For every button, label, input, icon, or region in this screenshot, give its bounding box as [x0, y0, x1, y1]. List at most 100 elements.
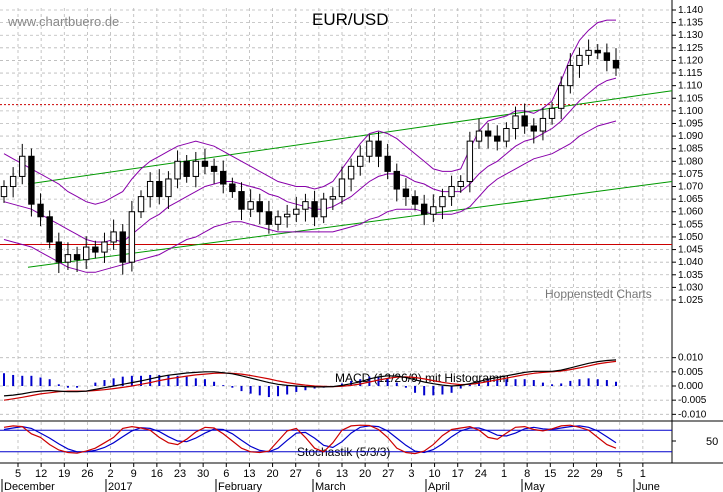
y-tick-label: 1.135 — [678, 18, 703, 29]
candle-body — [110, 231, 117, 243]
y-tick-label: 1.110 — [678, 81, 703, 92]
candle-body — [119, 231, 126, 263]
y-tick-label: 1.025 — [678, 295, 703, 306]
candle-body — [594, 49, 601, 54]
x-tick-label: 1 — [640, 468, 646, 480]
candle-body — [37, 203, 44, 218]
candle-body — [92, 246, 99, 253]
macd-panel — [3, 359, 617, 401]
candle-body — [73, 254, 81, 261]
candle-body — [19, 155, 26, 177]
candle-body — [366, 140, 373, 157]
x-tick-label: 30 — [197, 468, 209, 480]
candle-body — [283, 213, 291, 218]
chart-title: EUR/USD — [312, 10, 389, 29]
x-tick-label: 12 — [35, 468, 47, 480]
x-tick-label: 19 — [58, 468, 70, 480]
y-tick-label: 0.005 — [678, 367, 703, 378]
y-tick-label: 1.045 — [678, 245, 703, 256]
candle-body — [557, 85, 565, 109]
candle-body — [347, 165, 355, 180]
y-tick-label: -0.010 — [678, 409, 707, 420]
y-tick-label: 0.000 — [678, 381, 703, 392]
x-tick-label: 13 — [336, 468, 348, 480]
candle-body — [357, 155, 364, 167]
y-tick-label: 1.095 — [678, 118, 703, 129]
candle-body — [137, 196, 145, 213]
macd-signal-line — [3, 360, 617, 401]
x-tick-label: 27 — [382, 468, 394, 480]
x-tick-label: 5 — [617, 468, 623, 480]
y-tick-label: -0.005 — [678, 395, 707, 406]
candle-body — [503, 128, 510, 142]
y-tick-label: 1.115 — [678, 68, 703, 79]
candle-body — [156, 180, 163, 198]
x-tick-label: 20 — [359, 468, 371, 480]
candle-body — [521, 115, 528, 127]
x-tick-label: 1 — [501, 468, 507, 480]
candle-body — [475, 130, 483, 142]
candle-body — [512, 115, 519, 130]
source-label: Hoppenstedt Charts — [545, 287, 652, 301]
candle-body — [128, 211, 136, 263]
y-tick-label: 1.085 — [678, 144, 703, 155]
candle-body — [612, 59, 620, 69]
candle-body — [265, 211, 273, 225]
x-tick-label: 24 — [475, 468, 487, 480]
month-label: May — [524, 481, 545, 492]
y-tick-label: 1.060 — [678, 207, 703, 218]
candle-body — [101, 241, 108, 253]
trend-channel-lower — [27, 180, 673, 268]
candle-body — [329, 196, 337, 200]
candle-body — [430, 206, 437, 215]
candle-body — [28, 155, 35, 205]
y-tick-label: 1.125 — [678, 43, 703, 54]
month-label: June — [636, 481, 660, 492]
candle-body — [320, 198, 327, 218]
candle-body — [229, 183, 236, 193]
x-tick-label: 10 — [428, 468, 440, 480]
y-tick-label: 0.010 — [678, 353, 703, 364]
candle-body — [64, 254, 72, 263]
month-label: 2017 — [108, 481, 132, 492]
x-tick-label: 6 — [316, 468, 322, 480]
x-tick-label: 2 — [108, 468, 114, 480]
month-label: December — [4, 481, 55, 492]
candle-body — [548, 107, 556, 119]
candle-body — [274, 216, 282, 225]
x-tick-label: 17 — [452, 468, 464, 480]
candle-body — [55, 241, 63, 263]
candle-body — [0, 186, 8, 198]
stochastic-k-line — [3, 424, 617, 455]
candle-body — [256, 201, 263, 213]
x-tick-label: 8 — [524, 468, 530, 480]
candle-body — [238, 191, 245, 210]
candle-body — [247, 201, 254, 210]
candle-body — [9, 175, 17, 188]
candle-body — [220, 170, 227, 185]
x-tick-label: 15 — [544, 468, 556, 480]
stochastic-panel — [0, 424, 672, 455]
bollinger-upper — [3, 19, 616, 205]
y-tick-label: 1.035 — [678, 270, 703, 281]
candle-body — [393, 170, 400, 190]
candle-body — [457, 180, 464, 188]
candle-body — [603, 52, 611, 61]
month-label: March — [315, 481, 346, 492]
candle-body — [411, 196, 419, 205]
y-tick-label: 1.040 — [678, 257, 703, 268]
x-tick-label: 22 — [567, 468, 579, 480]
y-tick-label: 1.140 — [678, 5, 703, 16]
candle-body — [402, 188, 410, 198]
candle-body — [576, 54, 583, 66]
x-tick-label: 27 — [290, 468, 302, 480]
candle-body — [466, 140, 474, 182]
watermark: www.chartbuero.de — [7, 14, 119, 29]
y-tick-label: 1.065 — [678, 194, 703, 205]
candle-body — [484, 130, 492, 137]
candle-body — [201, 160, 209, 167]
x-tick-label: 13 — [243, 468, 255, 480]
y-tick-label: 1.120 — [678, 55, 703, 66]
